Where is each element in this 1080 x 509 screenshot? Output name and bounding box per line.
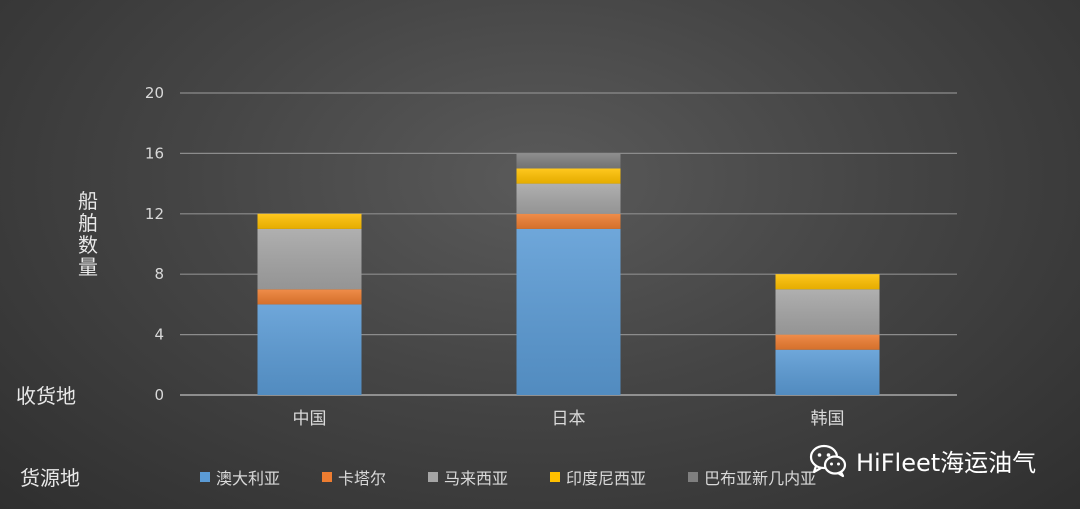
y-tick-label: 16 <box>145 144 164 162</box>
legend-item: 卡塔尔 <box>322 465 386 489</box>
x-tick-labels: 中国 日本 韩国 <box>293 409 845 429</box>
legend-item: 巴布亚新几内亚 <box>688 465 816 489</box>
wechat-icon <box>809 444 847 478</box>
watermark: HiFleet海运油气 <box>808 442 1036 478</box>
bar-segment-shade <box>516 213 621 229</box>
y-axis-label: 船舶数量 <box>78 189 98 279</box>
x-tick-label: 韩国 <box>811 409 845 429</box>
bar-segment-shade <box>257 228 362 290</box>
x-tick-label: 中国 <box>293 409 327 429</box>
legend-swatch <box>322 472 333 482</box>
y-tick-labels: 0 4 8 12 16 20 <box>145 84 164 404</box>
legend-label: 卡塔尔 <box>338 469 387 488</box>
bar-segment-shade <box>775 334 880 350</box>
bar-segment-shade <box>516 153 621 169</box>
bar-segment-shade <box>257 213 362 229</box>
legend-item: 澳大利亚 <box>200 465 280 489</box>
legend-item: 马来西亚 <box>428 465 508 489</box>
watermark-text: HiFleet海运油气 <box>856 448 1037 477</box>
bar-segment-shade <box>775 274 880 290</box>
legend-swatch <box>428 472 439 482</box>
legend-swatch <box>550 472 561 482</box>
legend-swatch <box>688 472 699 482</box>
legend: 澳大利亚 卡塔尔 马来西亚 印度尼西亚 巴布亚新几内亚 <box>200 466 858 488</box>
y-tick-label: 12 <box>145 205 164 223</box>
bar-segment-shade <box>516 228 621 395</box>
bar-segment-shade <box>516 183 621 214</box>
legend-swatch <box>200 472 210 482</box>
legend-label: 印度尼西亚 <box>566 469 647 488</box>
x-axis-title: 收货地 <box>16 384 76 408</box>
y-tick-label: 20 <box>145 84 164 102</box>
bar-segment-shade <box>775 349 880 395</box>
bar-segment-shade <box>257 289 362 305</box>
bar-segment-shade <box>775 289 880 335</box>
bar-segments <box>257 153 880 395</box>
y-tick-label: 8 <box>154 265 164 283</box>
x-tick-label: 日本 <box>552 409 586 429</box>
bar-segment-shade <box>516 168 621 184</box>
legend-label: 马来西亚 <box>444 469 509 488</box>
legend-title: 货源地 <box>20 466 80 490</box>
y-tick-label: 4 <box>154 326 164 344</box>
legend-item: 印度尼西亚 <box>550 465 646 489</box>
legend-label: 巴布亚新几内亚 <box>704 469 817 488</box>
y-tick-label: 0 <box>154 386 164 404</box>
legend-label: 澳大利亚 <box>216 469 281 488</box>
bar-segment-shade <box>257 304 362 395</box>
